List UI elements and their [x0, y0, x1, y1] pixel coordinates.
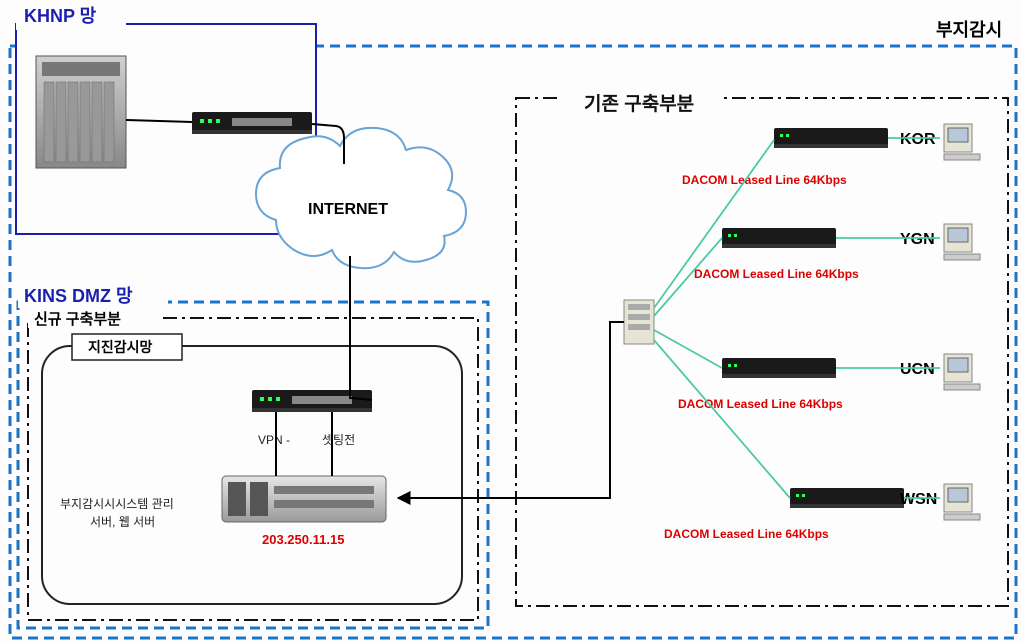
- setting-label: 셋팅전: [322, 433, 355, 447]
- links-green: [654, 138, 940, 498]
- new-build-label: 신규 구축부분: [34, 311, 121, 328]
- khnp-chassis-icon: [36, 56, 126, 168]
- mgmt-server-icon: [222, 476, 386, 522]
- site-ygn-line: DACOM Leased Line 64Kbps: [694, 267, 859, 281]
- site-ygn-pc-icon: [944, 224, 980, 260]
- mgmt-server-ip: 203.250.11.15: [262, 532, 344, 547]
- network-diagram: 부지감시 KHNP 망 기존 구축부분 KINS DMZ 망 신규 구축부분 지…: [0, 0, 1022, 643]
- site-ygn-label: YGN: [900, 231, 935, 248]
- khnp-switch-icon: [192, 112, 312, 134]
- mgmt-server-caption1: 부지감시시시스템 관리: [60, 497, 174, 511]
- site-ucn-pc-icon: [944, 354, 980, 390]
- site-kor-pc-icon: [944, 124, 980, 160]
- hub-server-icon: [624, 300, 654, 344]
- site-wsn-label: WSN: [900, 491, 937, 508]
- internet-label: INTERNET: [308, 201, 388, 218]
- seismo-box: [42, 346, 462, 604]
- site-wsn-switch-icon: [790, 488, 904, 508]
- site-kor-label: KOR: [900, 131, 936, 148]
- khnp-label: KHNP 망: [24, 6, 97, 26]
- vpn-label: VPN -: [258, 433, 290, 447]
- site-kor-switch-icon: [774, 128, 888, 148]
- site-kor-line: DACOM Leased Line 64Kbps: [682, 173, 847, 187]
- site-wsn-line: DACOM Leased Line 64Kbps: [664, 527, 829, 541]
- new-build-box: [28, 318, 478, 620]
- site-ucn-line: DACOM Leased Line 64Kbps: [678, 397, 843, 411]
- site-ucn-switch-icon: [722, 358, 836, 378]
- site-wsn-pc-icon: [944, 484, 980, 520]
- mgmt-server-caption2: 서버, 웹 서버: [90, 515, 155, 529]
- kins-dmz-label: KINS DMZ 망: [24, 286, 133, 306]
- site-ygn-switch-icon: [722, 228, 836, 248]
- site-ucn-label: UCN: [900, 361, 935, 378]
- site-monitor-label: 부지감시: [936, 20, 1002, 40]
- seismo-label: 지진감시망: [88, 339, 153, 355]
- legacy-label: 기존 구축부분: [584, 93, 694, 115]
- dmz-switch-icon: [252, 390, 372, 412]
- internet-cloud: INTERNET: [256, 128, 466, 268]
